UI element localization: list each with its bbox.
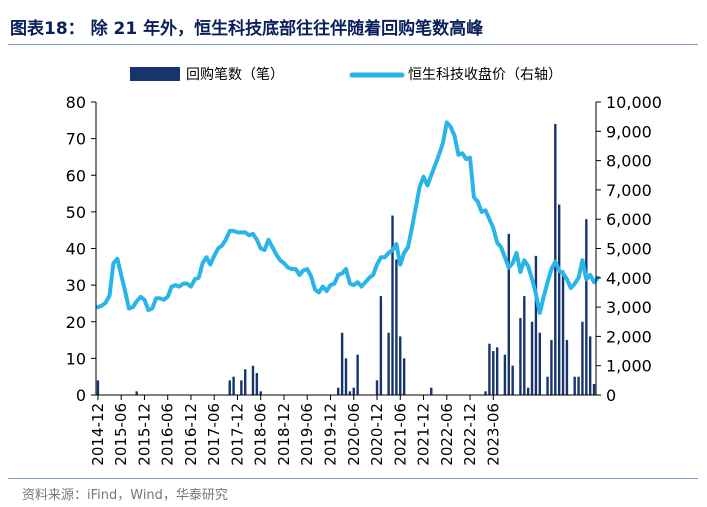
y-left-tick-label: 40 [66, 240, 86, 259]
bar [573, 376, 576, 395]
x-tick-label: 2018-06 [252, 403, 270, 466]
bar [379, 296, 383, 395]
y-right-tick-label: 5,000 [606, 240, 652, 259]
y-right-tick-label: 2,000 [606, 327, 652, 346]
x-tick-label: 2020-06 [345, 403, 363, 466]
bar [251, 365, 255, 395]
x-tick-label: 2017-12 [228, 403, 246, 466]
x-tick-label: 2022-12 [461, 403, 479, 466]
y-left-tick-label: 70 [66, 130, 86, 149]
bar [356, 354, 359, 395]
bar [402, 358, 406, 396]
bar [492, 351, 495, 395]
chart-title: 图表18： 除 21 年外，恒生科技底部往往伴随着回购笔数高峰 [10, 19, 484, 39]
axes: 0 10 20 30 40 50 60 70 80 0 1,000 2,000 3,000 4,000 5,… [66, 93, 662, 466]
bar [240, 380, 243, 395]
x-tick-label: 2016-12 [182, 403, 200, 466]
footer-divider [8, 478, 698, 479]
bar [592, 384, 596, 395]
x-tick-label: 2017-06 [205, 403, 223, 466]
y-right-tick-label: 7,000 [606, 181, 652, 200]
combo-chart: 回购笔数（笔） 恒生科技收盘价（右轴） 0 10 20 30 40 50 60 70 80 0 1,… [66, 66, 662, 466]
bar [507, 233, 510, 395]
legend-line-label: 恒生科技收盘价（右轴） [408, 66, 562, 83]
bar [244, 369, 247, 395]
bar [554, 123, 557, 395]
y-right-tick-label: 8,000 [606, 152, 652, 171]
bar [523, 296, 526, 395]
bar [577, 376, 580, 395]
x-tick-label: 2015-12 [135, 403, 153, 466]
bar [565, 340, 569, 395]
bar [488, 343, 491, 395]
x-tick-label: 2021-12 [415, 403, 433, 466]
bar [430, 387, 433, 395]
bar [519, 318, 522, 395]
bar [375, 380, 379, 395]
bar [557, 204, 561, 395]
x-tick-label: 2022-06 [438, 403, 456, 466]
bar [391, 215, 394, 395]
x-tick-label: 2019-06 [298, 403, 316, 466]
bar [387, 332, 390, 395]
bar [399, 336, 402, 395]
bar [395, 259, 398, 395]
bar [344, 358, 348, 396]
x-tick-label: 2020-12 [368, 403, 386, 466]
bar [348, 391, 352, 395]
x-tick-label: 2016-06 [159, 403, 177, 466]
y-left-tick-label: 30 [66, 276, 86, 295]
bar [588, 336, 592, 395]
bar [534, 255, 538, 395]
y-left-tick-label: 60 [66, 166, 86, 185]
y-right-tick-label: 3,000 [606, 298, 652, 317]
x-tick-label: 2023-06 [484, 403, 502, 466]
legend: 回购笔数（笔） 恒生科技收盘价（右轴） [130, 66, 562, 83]
y-left-tick-label: 0 [76, 386, 86, 405]
x-tick-label: 2019-12 [322, 403, 340, 466]
x-tick-label: 2018-12 [275, 403, 293, 466]
title-divider [8, 44, 698, 45]
legend-bar-swatch [130, 67, 180, 81]
y-left-tick-label: 80 [66, 93, 86, 112]
y-right-tick-label: 1,000 [606, 357, 652, 376]
x-tick-label: 2015-06 [112, 403, 130, 466]
legend-bar-label: 回购笔数（笔） [186, 67, 284, 83]
y-right-tick-label: 9,000 [606, 122, 652, 141]
bar [495, 347, 499, 395]
bar [585, 219, 588, 395]
source-note: 资料来源：iFind，Wind，华泰研究 [22, 488, 228, 503]
bar [255, 373, 259, 395]
bar [511, 365, 514, 395]
x-tick-label: 2014-12 [89, 403, 107, 466]
bar [530, 321, 534, 395]
bar [546, 376, 549, 395]
bar [484, 391, 487, 395]
y-left-tick-label: 50 [66, 203, 86, 222]
bar [337, 387, 340, 395]
y-right-tick-label: 6,000 [606, 210, 652, 229]
bar [232, 376, 235, 395]
bar [135, 391, 138, 395]
bar-series [96, 123, 596, 396]
line-series [95, 120, 600, 315]
bar [550, 340, 553, 395]
y-left-tick-label: 20 [66, 313, 86, 332]
bar [561, 270, 565, 395]
bar [538, 332, 541, 395]
bar [259, 391, 262, 395]
bar [228, 380, 231, 395]
y-right-tick-label: 4,000 [606, 269, 652, 288]
close-price-line [95, 120, 600, 315]
bar [96, 380, 100, 395]
bar [340, 332, 344, 395]
bar [581, 321, 584, 395]
bar [352, 387, 355, 395]
x-tick-label: 2021-06 [391, 403, 409, 466]
y-right-tick-label: 0 [606, 386, 616, 405]
y-right-tick-label: 10,000 [606, 93, 662, 112]
bar [526, 387, 530, 395]
y-left-tick-label: 10 [66, 349, 86, 368]
bar [503, 354, 507, 395]
